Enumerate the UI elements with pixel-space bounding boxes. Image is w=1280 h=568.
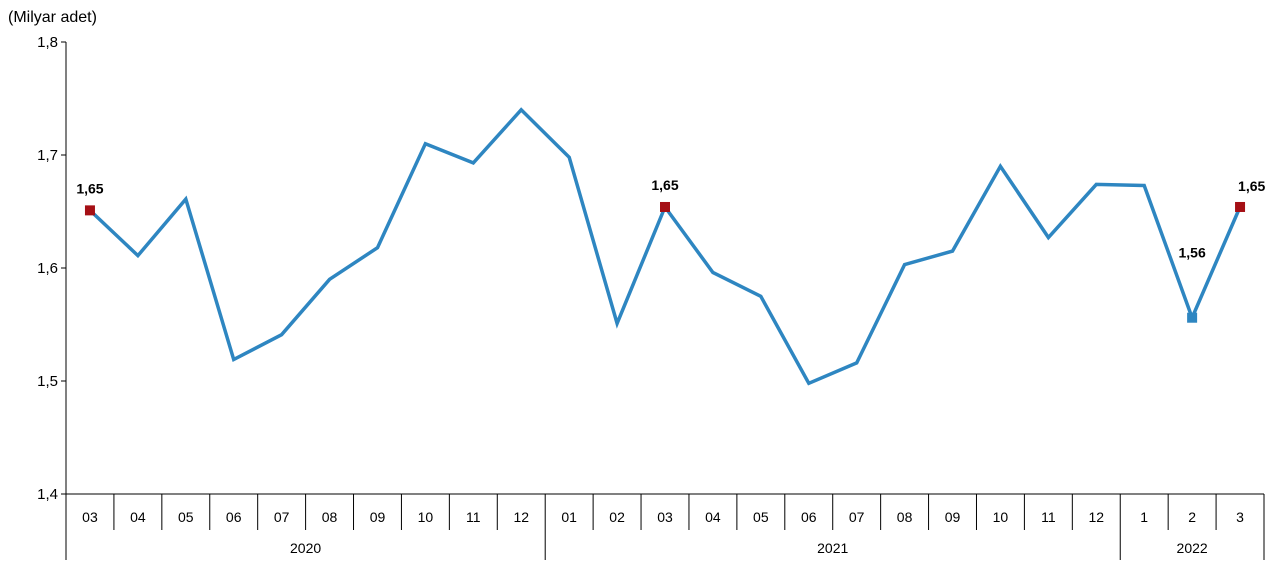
y-tick-label: 1,4 <box>37 486 58 503</box>
data-point-marker <box>84 205 95 216</box>
x-tick-label: 08 <box>322 509 338 525</box>
x-tick-label: 04 <box>705 509 721 525</box>
series-line-path <box>88 107 1242 386</box>
x-tick-label: 11 <box>466 509 481 525</box>
axes <box>65 42 1264 495</box>
data-point-marker <box>1235 201 1246 212</box>
series-line <box>88 107 1242 386</box>
x-tick-label: 07 <box>274 509 290 525</box>
y-axis-unit-label: (Milyar adet) <box>8 9 97 26</box>
x-tick-label: 12 <box>513 509 529 525</box>
x-tick-label: 05 <box>178 509 194 525</box>
x-tick-label: 04 <box>130 509 146 525</box>
x-tick-label: 08 <box>897 509 913 525</box>
x-axis-year-groups: 2020 2021 2022 <box>65 530 1265 560</box>
x-tick-label: 3 <box>1236 509 1244 525</box>
x-tick-label: 2 <box>1188 509 1196 525</box>
x-tick-label: 09 <box>945 509 961 525</box>
x-tick-label: 10 <box>993 509 1009 525</box>
data-point-marker <box>1187 312 1198 323</box>
x-tick-label: 1 <box>1140 509 1148 525</box>
x-axis-ticks: 03 04 05 06 07 08 09 10 11 12 01 02 03 04 05 06 07 08 09 10… <box>65 494 1265 530</box>
x-tick-label: 03 <box>82 509 98 525</box>
x-tick-label: 09 <box>370 509 386 525</box>
y-tick-label: 1,8 <box>37 34 58 51</box>
data-markers: 1,65 1,65 1,56 1,65 <box>76 177 1266 323</box>
x-tick-label: 12 <box>1088 509 1104 525</box>
x-tick-label: 01 <box>561 509 577 525</box>
data-label: 1,65 <box>76 180 103 196</box>
y-axis-ticks: 1,4 1,5 1,6 1,7 1,8 <box>37 34 66 503</box>
y-tick-label: 1,5 <box>37 373 58 390</box>
data-label: 1,65 <box>651 177 678 193</box>
y-tick-label: 1,7 <box>37 147 58 164</box>
x-tick-label: 06 <box>801 509 817 525</box>
x-tick-label: 02 <box>609 509 625 525</box>
data-label: 1,56 <box>1178 245 1205 261</box>
year-group-label: 2020 <box>290 540 321 556</box>
x-tick-label: 03 <box>657 509 673 525</box>
data-point-marker <box>660 201 670 212</box>
x-tick-label: 11 <box>1041 509 1056 525</box>
year-group-label: 2022 <box>1177 540 1208 556</box>
y-tick-label: 1,6 <box>37 260 58 277</box>
x-tick-label: 10 <box>418 509 434 525</box>
x-tick-label: 06 <box>226 509 242 525</box>
data-label: 1,65 <box>1238 178 1265 194</box>
year-group-label: 2021 <box>817 540 848 556</box>
x-tick-label: 05 <box>753 509 769 525</box>
x-tick-label: 07 <box>849 509 865 525</box>
